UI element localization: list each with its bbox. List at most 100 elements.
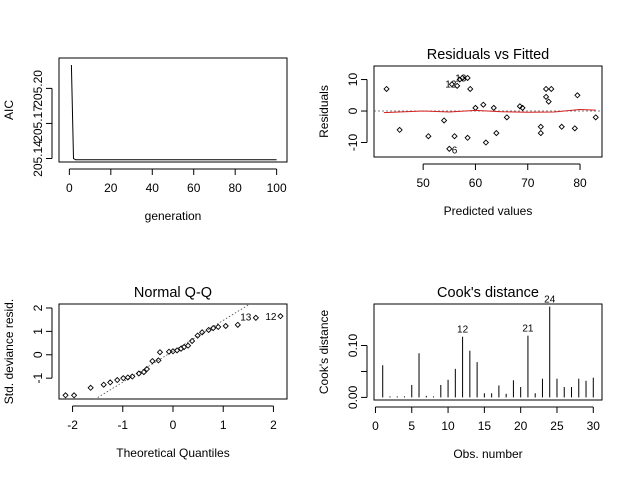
residual-point — [383, 85, 390, 93]
qq-reference-line — [94, 304, 251, 399]
residual-point — [592, 114, 599, 121]
qq-point — [184, 342, 192, 349]
qq-point — [205, 326, 212, 334]
residual-point — [537, 123, 544, 130]
residual-point — [519, 104, 526, 112]
qq-point — [210, 324, 217, 332]
residual-point — [464, 134, 471, 141]
x-tick-label: 30 — [587, 419, 601, 433]
point-annotation: 6 — [452, 146, 458, 157]
x-tick-label: 0 — [170, 418, 177, 432]
y-tick-label: 0 — [346, 107, 360, 114]
smoother-line — [383, 108, 596, 114]
y-tick-label: 2 — [31, 304, 45, 311]
y-tick-label: 0 — [31, 351, 45, 358]
point-annotation: 24 — [544, 295, 556, 306]
residual-point — [516, 103, 524, 110]
qq-point — [62, 392, 69, 399]
residual-point — [456, 76, 463, 83]
residual-point — [574, 92, 581, 99]
y-tick-label: 205.14 — [31, 140, 45, 177]
qq-point — [198, 329, 206, 336]
point-annotation: 12 — [457, 325, 469, 336]
qq-point — [188, 337, 196, 345]
qq-point — [135, 370, 142, 377]
residual-point — [480, 101, 487, 108]
residual-point — [425, 133, 432, 140]
y-tick-label: 205.20 — [31, 70, 45, 107]
residual-point — [558, 123, 565, 130]
x-axis-title: Predicted values — [444, 204, 533, 218]
point-annotation: 21 — [522, 324, 534, 335]
x-tick-label: 2 — [270, 418, 277, 432]
qq-point — [252, 314, 259, 321]
point-annotation: 13 — [240, 313, 252, 324]
qq-point — [70, 392, 78, 399]
y-tick-label: 1 — [31, 328, 45, 335]
y-tick-label: 205.17 — [31, 105, 45, 142]
qq-point — [234, 321, 241, 328]
qq-point — [100, 381, 107, 388]
qq-point — [143, 365, 151, 373]
x-tick-label: 40 — [146, 181, 160, 195]
x-tick-label: 25 — [550, 419, 564, 433]
residual-point — [482, 139, 490, 146]
x-tick-label: 20 — [514, 419, 528, 433]
x-tick-label: 1 — [220, 418, 227, 432]
residual-point — [542, 93, 550, 100]
y-tick-label: -10 — [346, 134, 360, 152]
qq-point — [114, 376, 121, 384]
x-tick-label: 80 — [573, 176, 587, 190]
x-tick-label: 100 — [267, 181, 287, 195]
qq-point — [155, 357, 162, 364]
x-tick-label: 0 — [66, 181, 73, 195]
x-axis-title: Obs. number — [453, 447, 522, 461]
plot-frame — [373, 65, 603, 158]
residual-point — [548, 85, 555, 93]
residual-point — [446, 145, 453, 152]
residual-point — [542, 85, 550, 93]
y-axis-title: AIC — [2, 100, 16, 120]
x-tick-label: 80 — [229, 181, 243, 195]
x-tick-label: -2 — [67, 418, 78, 432]
x-tick-label: 0 — [372, 419, 379, 433]
residual-point — [545, 98, 552, 105]
plot-frame — [58, 303, 288, 400]
point-annotation: 12 — [265, 312, 277, 323]
residual-point — [459, 74, 466, 82]
y-tick-label: 0.10 — [346, 334, 360, 358]
cooks-distance-plot: 0 5 10 15 20 25 30 0.00 0.10 Obs. number Cook's di… — [317, 285, 603, 461]
y-axis-title: Residuals — [317, 85, 331, 138]
x-tick-label: 15 — [478, 419, 492, 433]
qq-point — [140, 368, 148, 376]
plot-title: Normal Q-Q — [134, 285, 212, 301]
y-tick-label: 0.00 — [346, 385, 360, 409]
qq-point — [156, 349, 164, 356]
qq-point — [222, 322, 229, 330]
residual-point — [493, 129, 500, 137]
plot-frame — [373, 303, 603, 401]
residual-point — [490, 104, 497, 112]
x-tick-label: -1 — [117, 418, 128, 432]
residual-point — [396, 126, 403, 134]
qq-point — [149, 357, 156, 365]
plot-title: Residuals vs Fitted — [427, 47, 550, 63]
qq-point — [87, 384, 94, 391]
residual-point — [451, 133, 458, 140]
residual-point — [503, 114, 510, 121]
qq-point — [215, 323, 222, 331]
x-axis-title: generation — [145, 209, 202, 223]
residual-point — [448, 81, 456, 88]
x-tick-label: 70 — [521, 176, 535, 190]
x-tick-label: 60 — [187, 181, 201, 195]
residual-point — [467, 85, 474, 93]
qq-point — [194, 332, 201, 339]
residual-point — [454, 82, 461, 89]
aic-series-line — [70, 64, 277, 161]
x-tick-label: 5 — [408, 419, 415, 433]
qq-point — [277, 313, 284, 320]
y-axis-title: Std. deviance resid. — [2, 299, 16, 404]
